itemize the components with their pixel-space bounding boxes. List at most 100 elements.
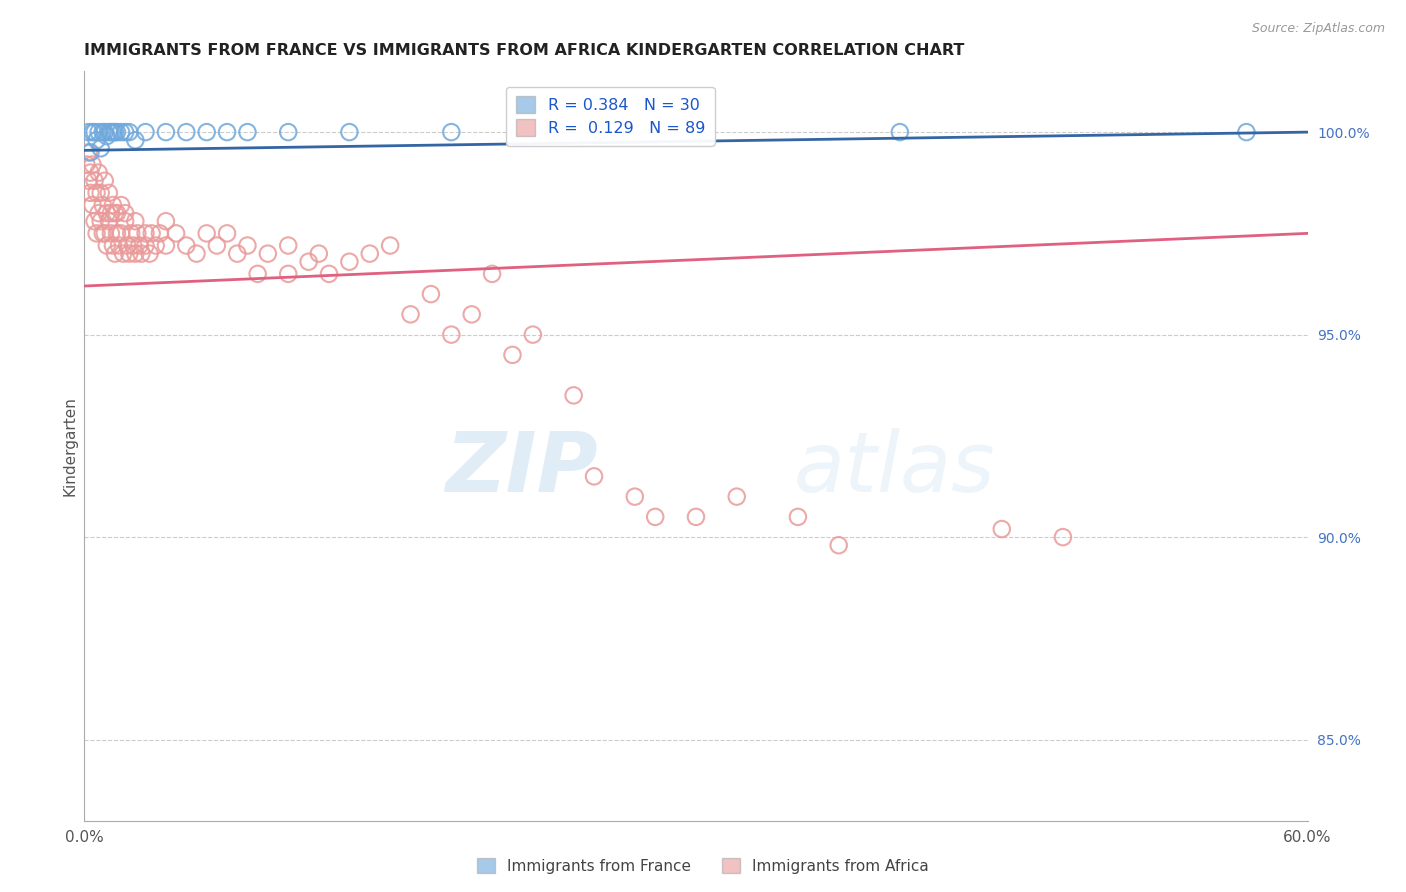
Point [91, 227, 114, 241]
Text: atlas: atlas [794, 428, 995, 509]
Point [420, 287, 443, 301]
Point [112, 246, 135, 260]
Point [79, 186, 101, 200]
Point [787, 509, 810, 524]
Point [77, 145, 100, 160]
Point [127, 227, 149, 241]
Point [93, 174, 115, 188]
Point [87, 206, 110, 220]
Point [101, 238, 124, 252]
Point [104, 246, 127, 260]
Point [725, 490, 748, 504]
Point [562, 388, 585, 402]
Point [339, 125, 361, 139]
Point [135, 238, 157, 252]
Point [502, 348, 524, 362]
Point [114, 214, 136, 228]
Point [195, 227, 218, 241]
Point [1052, 530, 1074, 544]
Point [226, 246, 249, 260]
Point [298, 254, 321, 268]
Point [83, 174, 105, 188]
Point [277, 125, 299, 139]
Point [236, 238, 259, 252]
Point [481, 267, 503, 281]
Point [991, 522, 1014, 536]
Point [135, 227, 157, 241]
Point [124, 246, 146, 260]
Point [583, 469, 606, 483]
Point [101, 125, 124, 139]
Point [114, 206, 136, 220]
Point [246, 267, 269, 281]
Legend: Immigrants from France, Immigrants from Africa: Immigrants from France, Immigrants from … [471, 852, 935, 880]
Point [145, 238, 167, 252]
Point [461, 307, 484, 321]
Point [104, 125, 127, 139]
Point [195, 125, 218, 139]
Point [141, 227, 163, 241]
Text: IMMIGRANTS FROM FRANCE VS IMMIGRANTS FROM AFRICA KINDERGARTEN CORRELATION CHART: IMMIGRANTS FROM FRANCE VS IMMIGRANTS FRO… [84, 43, 965, 58]
Point [217, 125, 239, 139]
Point [90, 141, 112, 155]
Point [100, 206, 122, 220]
Text: Source: ZipAtlas.com: Source: ZipAtlas.com [1251, 22, 1385, 36]
Point [115, 238, 138, 252]
Point [828, 538, 851, 552]
Point [96, 206, 118, 220]
Point [138, 246, 160, 260]
Point [339, 254, 361, 268]
Point [105, 206, 128, 220]
Point [155, 214, 177, 228]
Point [91, 198, 114, 212]
Point [1236, 125, 1258, 139]
Point [87, 125, 110, 139]
Point [110, 198, 132, 212]
Point [100, 227, 122, 241]
Point [217, 227, 239, 241]
Point [131, 246, 153, 260]
Point [236, 125, 259, 139]
Point [91, 125, 114, 139]
Point [124, 214, 146, 228]
Point [79, 166, 101, 180]
Point [83, 214, 105, 228]
Y-axis label: Kindergarten: Kindergarten [62, 396, 77, 496]
Point [644, 509, 666, 524]
Point [318, 267, 340, 281]
Point [86, 133, 108, 147]
Point [101, 198, 124, 212]
Point [149, 227, 172, 241]
Point [205, 238, 228, 252]
Point [93, 227, 115, 241]
Point [87, 166, 110, 180]
Point [105, 125, 128, 139]
Point [155, 238, 177, 252]
Point [165, 227, 187, 241]
Point [82, 198, 104, 212]
Point [128, 238, 150, 252]
Point [135, 125, 157, 139]
Point [114, 125, 136, 139]
Point [82, 157, 104, 171]
Point [77, 125, 100, 139]
Point [277, 267, 299, 281]
Point [97, 214, 120, 228]
Point [440, 125, 463, 139]
Point [359, 246, 381, 260]
Point [96, 129, 118, 144]
Point [889, 125, 911, 139]
Point [104, 206, 127, 220]
Point [624, 490, 647, 504]
Point [90, 186, 112, 200]
Point [97, 125, 120, 139]
Point [96, 238, 118, 252]
Point [186, 246, 208, 260]
Point [440, 327, 463, 342]
Point [83, 125, 105, 139]
Point [93, 125, 115, 139]
Point [308, 246, 330, 260]
Legend: R = 0.384   N = 30, R =  0.129   N = 89: R = 0.384 N = 30, R = 0.129 N = 89 [506, 87, 714, 145]
Point [108, 238, 131, 252]
Point [120, 227, 142, 241]
